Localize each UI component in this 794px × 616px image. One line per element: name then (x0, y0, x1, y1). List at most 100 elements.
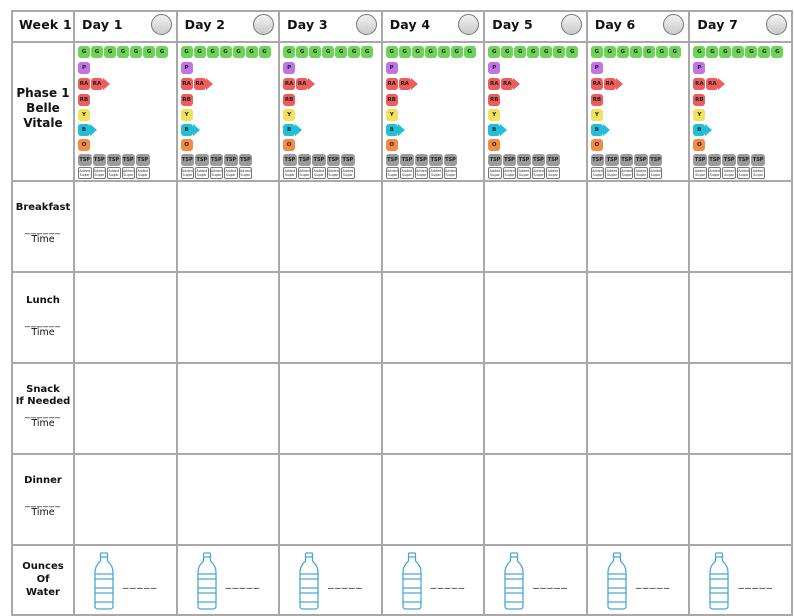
tsp-chip[interactable]: TSP (78, 154, 92, 166)
green-chip[interactable]: G (156, 46, 168, 58)
meal-entry-cell[interactable] (73, 180, 178, 273)
meal-entry-cell[interactable] (483, 453, 588, 546)
tsp-chip[interactable]: TSP (224, 154, 238, 166)
green-chip[interactable]: G (361, 46, 374, 58)
purple-chip[interactable]: P (590, 62, 603, 74)
ounce-blank[interactable]: _____ (430, 576, 466, 589)
orange-chip[interactable]: O (180, 139, 193, 151)
ounce-blank[interactable]: _____ (123, 576, 158, 589)
added-sugar-box[interactable]: Added Sugar (531, 167, 546, 179)
meal-entry-cell[interactable] (585, 453, 691, 546)
tsp-chip[interactable]: TSP (107, 154, 121, 166)
tsp-chip[interactable]: TSP (385, 154, 400, 166)
red-a-chip[interactable]: RA (78, 78, 90, 90)
meal-entry-cell[interactable] (688, 362, 793, 455)
green-chip[interactable]: G (745, 46, 758, 58)
tsp-chip[interactable]: TSP (238, 154, 253, 166)
added-sugar-box[interactable]: Added Sugar (619, 167, 634, 179)
green-chip[interactable]: G (104, 46, 116, 58)
meal-entry-cell[interactable] (380, 180, 486, 273)
meal-entry-cell[interactable] (585, 271, 691, 364)
green-chip[interactable]: G (616, 46, 629, 58)
tsp-chip[interactable]: TSP (400, 154, 414, 166)
tsp-chip[interactable]: TSP (283, 154, 297, 166)
added-sugar-box[interactable]: Added Sugar (443, 167, 458, 179)
tsp-chip[interactable]: TSP (414, 154, 429, 166)
green-chip[interactable]: G (642, 46, 655, 58)
day-check-circle[interactable] (458, 14, 480, 35)
green-chip[interactable]: G (603, 46, 616, 58)
orange-chip[interactable]: O (78, 139, 90, 151)
green-chip[interactable]: G (78, 46, 90, 58)
tsp-chip[interactable]: TSP (590, 154, 605, 166)
tsp-chip[interactable]: TSP (648, 154, 663, 166)
blue-chip[interactable]: B (590, 124, 610, 136)
green-chip[interactable]: G (732, 46, 745, 58)
added-sugar-box[interactable]: Added Sugar (92, 167, 106, 179)
added-sugar-box[interactable]: Added Sugar (195, 167, 209, 179)
green-chip[interactable]: G (590, 46, 603, 58)
meal-entry-cell[interactable] (175, 453, 281, 546)
red-b-chip[interactable]: RB (693, 94, 706, 106)
added-sugar-box[interactable]: Added Sugar (488, 167, 502, 179)
green-chip[interactable]: G (322, 46, 335, 58)
added-sugar-box[interactable]: Added Sugar (78, 167, 92, 179)
added-sugar-box[interactable]: Added Sugar (751, 167, 765, 179)
added-sugar-box[interactable]: Added Sugar (297, 167, 312, 179)
added-sugar-box[interactable]: Added Sugar (517, 167, 531, 179)
tsp-chip[interactable]: TSP (297, 154, 312, 166)
green-chip[interactable]: G (309, 46, 322, 58)
meal-entry-cell[interactable] (688, 271, 793, 364)
water-cell[interactable]: _____ (483, 544, 588, 616)
tsp-chip[interactable]: TSP (136, 154, 150, 166)
orange-chip[interactable]: O (385, 139, 398, 151)
green-chip[interactable]: G (655, 46, 668, 58)
yellow-chip[interactable]: Y (385, 109, 398, 121)
green-chip[interactable]: G (501, 46, 514, 58)
meal-entry-cell[interactable] (483, 271, 588, 364)
green-chip[interactable]: G (553, 46, 566, 58)
added-sugar-box[interactable]: Added Sugar (400, 167, 414, 179)
added-sugar-box[interactable]: Added Sugar (385, 167, 400, 179)
orange-chip[interactable]: O (488, 139, 501, 151)
tsp-chip[interactable]: TSP (121, 154, 135, 166)
purple-chip[interactable]: P (78, 62, 90, 74)
meal-entry-cell[interactable] (688, 180, 793, 273)
added-sugar-box[interactable]: Added Sugar (283, 167, 297, 179)
orange-chip[interactable]: O (283, 139, 296, 151)
green-chip[interactable]: G (245, 46, 258, 58)
tsp-chip[interactable]: TSP (634, 154, 648, 166)
added-sugar-box[interactable]: Added Sugar (707, 167, 722, 179)
tsp-chip[interactable]: TSP (546, 154, 560, 166)
green-chip[interactable]: G (463, 46, 476, 58)
red-a-flag-chip[interactable]: RA (296, 78, 316, 90)
green-chip[interactable]: G (348, 46, 361, 58)
red-b-chip[interactable]: RB (180, 94, 193, 106)
ounce-blank[interactable]: _____ (635, 576, 671, 589)
green-chip[interactable]: G (193, 46, 206, 58)
meal-entry-cell[interactable] (688, 453, 793, 546)
tsp-chip[interactable]: TSP (619, 154, 634, 166)
meal-entry-cell[interactable] (73, 362, 178, 455)
meal-entry-cell[interactable] (73, 271, 178, 364)
added-sugar-box[interactable]: Added Sugar (634, 167, 648, 179)
purple-chip[interactable]: P (693, 62, 706, 74)
tsp-chip[interactable]: TSP (605, 154, 619, 166)
green-chip[interactable]: G (706, 46, 719, 58)
added-sugar-box[interactable]: Added Sugar (341, 167, 355, 179)
tsp-chip[interactable]: TSP (693, 154, 707, 166)
green-chip[interactable]: G (771, 46, 784, 58)
green-chip[interactable]: G (540, 46, 553, 58)
added-sugar-box[interactable]: Added Sugar (722, 167, 736, 179)
red-a-chip[interactable]: RA (693, 78, 706, 90)
tsp-chip[interactable]: TSP (429, 154, 443, 166)
green-chip[interactable]: G (283, 46, 296, 58)
meal-entry-cell[interactable] (585, 180, 691, 273)
red-b-chip[interactable]: RB (78, 94, 90, 106)
red-a-chip[interactable]: RA (283, 78, 296, 90)
tsp-chip[interactable]: TSP (312, 154, 326, 166)
added-sugar-box[interactable]: Added Sugar (209, 167, 224, 179)
red-a-chip[interactable]: RA (590, 78, 603, 90)
green-chip[interactable]: G (693, 46, 706, 58)
blue-chip[interactable]: B (385, 124, 405, 136)
